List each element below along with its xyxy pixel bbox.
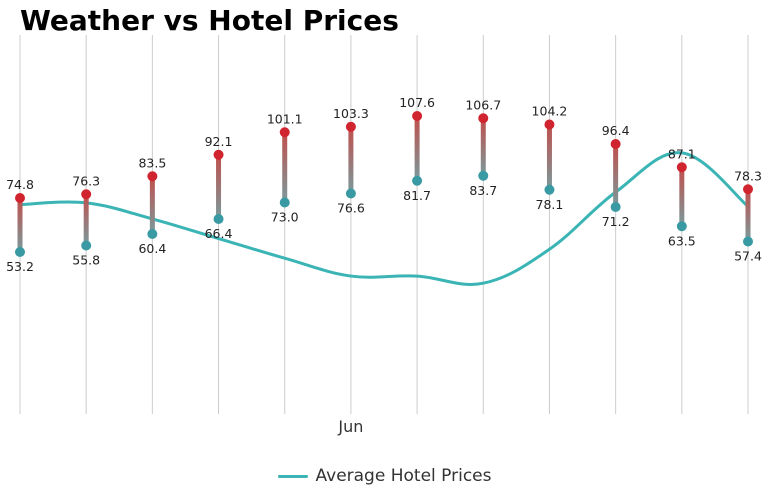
grid-lines [19,35,749,414]
low-marker [15,247,25,257]
range-bar [745,189,751,242]
chart-plot: 74.8 53.2 76.3 55.8 83.5 60.4 92.1 66.4 101.1 73.… [6,35,762,436]
low-data-label: 73.0 [271,210,299,225]
low-data-label: 57.4 [734,249,762,264]
x-axis: Jun [337,417,363,436]
low-marker [147,229,158,239]
high-marker [412,111,423,121]
temperature-range-point: 103.3 76.6 [333,106,369,216]
temperature-range-point: 101.1 73.0 [267,111,303,224]
low-data-label: 78.1 [536,197,564,212]
low-marker [743,236,753,247]
low-data-label: 76.6 [337,201,365,216]
high-data-label: 103.3 [333,106,369,121]
high-marker [478,113,489,124]
temperature-range-point: 87.1 63.5 [668,146,696,248]
low-data-label: 60.4 [138,241,166,256]
range-bar [348,126,354,194]
hotel-price-line [19,151,749,286]
high-marker [279,127,290,138]
temperature-range-point: 92.1 66.4 [205,134,233,241]
low-data-label: 71.2 [602,214,630,229]
temperature-range-series: 74.8 53.2 76.3 55.8 83.5 60.4 92.1 66.4 101.1 73.… [6,95,762,274]
low-data-label: 66.4 [205,226,233,241]
high-data-label: 101.1 [267,111,303,126]
high-data-label: 74.8 [6,177,34,192]
low-marker [544,184,555,195]
high-data-label: 87.1 [668,146,696,161]
low-data-label: 83.7 [469,183,497,198]
temperature-range-point: 106.7 83.7 [465,97,501,198]
high-data-label: 78.3 [734,168,762,183]
temperature-range-point: 76.3 55.8 [72,173,100,267]
high-marker [147,171,158,182]
high-data-label: 83.5 [138,155,166,170]
high-marker [676,162,687,173]
high-data-label: 76.3 [72,173,100,188]
hotel-price-series [19,151,749,286]
low-data-label: 55.8 [72,253,100,268]
range-bar [216,154,222,219]
temperature-range-point: 78.3 57.4 [734,168,762,263]
low-data-label: 63.5 [668,233,696,248]
high-data-label: 107.6 [399,95,435,110]
range-bar [17,198,23,252]
low-marker [676,221,687,232]
low-marker [279,197,290,208]
temperature-range-point: 104.2 78.1 [532,104,568,212]
range-bar [83,194,89,246]
range-bar [282,132,288,203]
low-marker [610,202,621,212]
chart-title: Weather vs Hotel Prices [20,4,399,37]
range-bar [613,144,619,207]
temperature-range-point: 83.5 60.4 [138,155,166,256]
high-marker [743,184,753,195]
high-marker [15,193,25,203]
high-data-label: 92.1 [205,134,233,149]
high-data-label: 106.7 [465,97,501,112]
legend-label-hotel-prices: Average Hotel Prices [315,466,492,486]
temperature-range-point: 107.6 81.7 [399,95,435,203]
temperature-range-point: 96.4 71.2 [602,123,630,229]
high-marker [544,119,555,130]
x-tick-label: Jun [337,417,363,436]
high-data-label: 96.4 [602,123,630,138]
low-marker [81,240,92,251]
low-marker [412,175,423,186]
high-data-label: 104.2 [532,104,568,119]
range-bar [480,118,486,176]
legend-swatch-hotel-prices [277,474,308,478]
range-bar [414,116,420,181]
legend[interactable]: Average Hotel Prices [0,466,769,486]
temperature-range-point: 74.8 53.2 [6,177,34,274]
high-marker [81,189,92,200]
low-marker [345,188,356,199]
low-data-label: 81.7 [403,188,431,203]
range-bar [679,167,685,227]
high-marker [610,139,621,149]
low-marker [213,214,224,224]
range-bar [546,124,552,190]
low-data-label: 53.2 [6,259,34,274]
high-marker [345,121,356,132]
high-marker [213,149,224,160]
low-marker [478,170,489,181]
range-bar [149,176,155,234]
